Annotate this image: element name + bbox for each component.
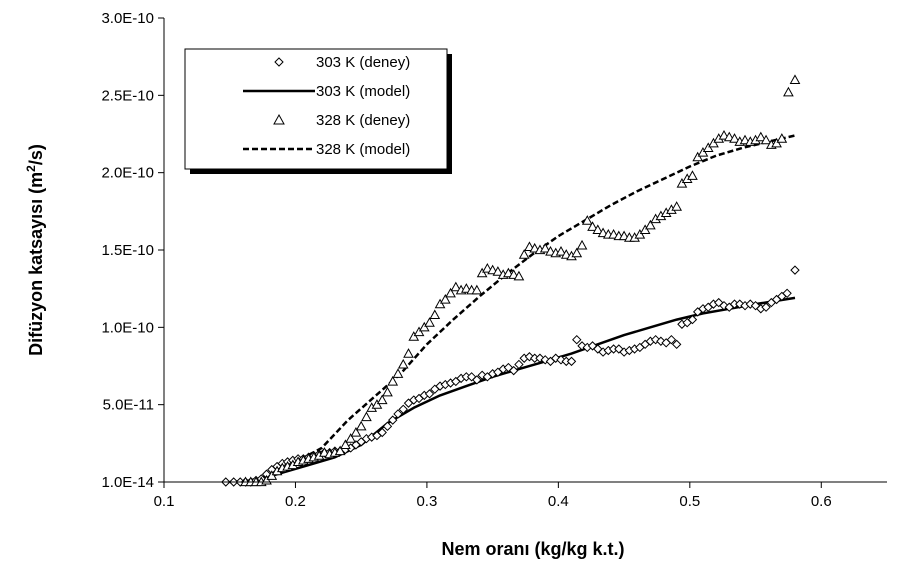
data-point	[539, 242, 551, 253]
data-point	[424, 317, 435, 327]
data-point	[572, 334, 582, 345]
data-point	[445, 287, 456, 298]
data-point	[393, 409, 403, 419]
x-tick-label: 0.6	[811, 493, 832, 510]
data-point	[687, 170, 698, 180]
legend-label: 303 K (model)	[316, 83, 410, 100]
plot-series	[221, 74, 801, 487]
x-tick-label: 0.2	[285, 493, 306, 510]
x-tick-label: 0.5	[679, 493, 700, 510]
legend-marker	[274, 57, 284, 67]
data-point	[508, 365, 519, 376]
data-point	[671, 201, 683, 211]
data-point	[472, 375, 482, 385]
data-point	[397, 358, 409, 369]
y-axis-title: Difüzyon katsayısı (m2/s)	[24, 144, 46, 356]
y-tick-label: 3.0E-10	[101, 10, 154, 27]
data-point	[340, 439, 351, 449]
data-point	[371, 399, 383, 409]
data-point	[571, 247, 583, 258]
data-point	[471, 284, 483, 295]
series-line-328k-model	[242, 134, 796, 484]
data-point	[761, 302, 771, 312]
data-point	[361, 411, 372, 422]
data-point	[771, 137, 782, 148]
data-point	[408, 331, 420, 341]
data-point	[334, 445, 346, 456]
data-point	[403, 348, 414, 358]
data-point	[513, 270, 525, 281]
data-point	[676, 177, 688, 188]
x-axis-title: Nem oranı (kg/kg k.t.)	[441, 539, 624, 559]
data-point	[388, 415, 398, 425]
data-point	[776, 133, 788, 143]
data-point	[514, 359, 524, 370]
series-line-303k-model	[229, 296, 796, 484]
data-point	[692, 151, 704, 162]
data-point	[666, 334, 677, 345]
legend-label: 328 K (model)	[316, 141, 410, 158]
data-point	[789, 74, 801, 84]
series-303k-deney	[221, 265, 800, 487]
data-point	[587, 221, 598, 231]
legend-label: 303 K (deney)	[316, 54, 410, 71]
data-point	[518, 249, 530, 259]
y-tick-label: 5.0E-11	[103, 397, 154, 414]
data-point	[645, 219, 656, 230]
data-point	[639, 224, 651, 234]
data-point	[398, 404, 408, 415]
legend: 303 K (deney) 303 K (model) 328 K (deney) 3…	[184, 48, 452, 174]
data-point	[382, 421, 393, 432]
legend-box	[184, 48, 448, 170]
data-point	[492, 266, 504, 276]
data-point	[413, 326, 425, 337]
data-point	[476, 267, 488, 278]
x-tick-label: 0.4	[548, 493, 569, 510]
data-point	[350, 426, 362, 437]
y-tick-label: 1.5E-10	[101, 242, 154, 259]
data-point	[429, 309, 441, 320]
data-point	[266, 470, 278, 480]
data-point	[576, 239, 588, 250]
data-point	[566, 356, 577, 367]
legend-label: 328 K (deney)	[316, 112, 410, 129]
x-tick-label: 0.3	[416, 493, 437, 510]
y-tick-label: 2.0E-10	[101, 165, 154, 182]
data-point	[555, 246, 567, 256]
data-point	[760, 134, 772, 145]
data-point	[671, 339, 682, 350]
data-point	[581, 215, 593, 225]
data-point	[729, 133, 740, 143]
legend-marker	[273, 113, 285, 125]
data-point	[345, 433, 357, 443]
data-point	[418, 321, 430, 332]
data-point	[687, 314, 698, 325]
data-point	[697, 147, 709, 157]
data-point	[702, 142, 714, 153]
data-point	[592, 224, 604, 234]
y-tick-label: 1.0E-14	[101, 474, 154, 491]
y-axis: 1.0E-14 5.0E-11 1.0E-10 1.5E-10 2.0E-10 2.5E-…	[101, 10, 164, 491]
x-tick-label: 0.1	[154, 493, 175, 510]
data-point	[790, 265, 800, 275]
x-axis: 0.1 0.2 0.3 0.4 0.5 0.6	[154, 482, 832, 510]
data-point	[783, 86, 794, 97]
y-tick-label: 2.5E-10	[101, 87, 154, 104]
data-point	[450, 281, 462, 292]
data-point	[382, 386, 393, 397]
data-point	[708, 137, 719, 148]
data-point	[434, 298, 446, 309]
data-point	[392, 368, 404, 378]
data-point	[424, 389, 435, 399]
data-point	[439, 293, 451, 304]
data-point	[387, 375, 399, 386]
data-point	[355, 420, 367, 431]
data-point	[376, 394, 388, 405]
y-tick-label: 1.0E-10	[101, 319, 154, 336]
data-point	[634, 229, 646, 239]
data-point	[755, 131, 767, 142]
data-point	[377, 427, 387, 438]
data-point	[782, 288, 792, 299]
